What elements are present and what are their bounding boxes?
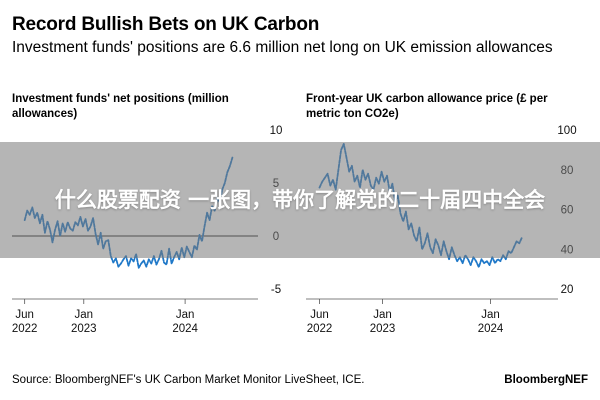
left-x-tick-label-1-month: Jan <box>75 309 94 321</box>
right-x-tick-label-2-month: Jan <box>481 309 500 321</box>
right-x-tick-label-1-year: 2023 <box>370 323 396 335</box>
watermark-overlay-text: 什么股票配资 一张图，带你了解党的二十届四中全会 <box>54 188 546 212</box>
chart-subtitle: Investment funds' positions are 6.6 mill… <box>12 39 553 56</box>
watermark-overlay-banner: 什么股票配资 一张图，带你了解党的二十届四中全会 <box>0 142 600 258</box>
right-x-tick-label-0-month: Jun <box>310 309 329 321</box>
brand-logo-text: BloombergNEF <box>504 374 588 386</box>
left-y-tick-label-3: -5 <box>271 284 281 296</box>
right-panel-title: Front-year UK carbon allowance price (£ … <box>306 93 548 120</box>
left-x-tick-label-0-year: 2022 <box>12 323 38 335</box>
right-y-tick-label-0: 100 <box>557 125 576 137</box>
right-y-tick-label-4: 20 <box>561 284 574 296</box>
left-x-tick-label-1-year: 2023 <box>71 323 97 335</box>
left-x-tick-label-2-year: 2024 <box>172 323 198 335</box>
right-x-tick-label-2-year: 2024 <box>478 323 504 335</box>
left-x-tick-label-2-month: Jan <box>176 309 195 321</box>
right-x-tick-label-0-year: 2022 <box>307 323 333 335</box>
left-panel-title: Investment funds' net positions (million… <box>12 93 229 120</box>
chart-title: Record Bullish Bets on UK Carbon <box>12 14 320 35</box>
right-x-tick-label-1-month: Jan <box>373 309 392 321</box>
source-note: Source: BloombergNEF's UK Carbon Market … <box>12 374 365 386</box>
left-y-tick-label-0: 10 <box>270 125 283 137</box>
left-x-tick-label-0-month: Jun <box>15 309 34 321</box>
